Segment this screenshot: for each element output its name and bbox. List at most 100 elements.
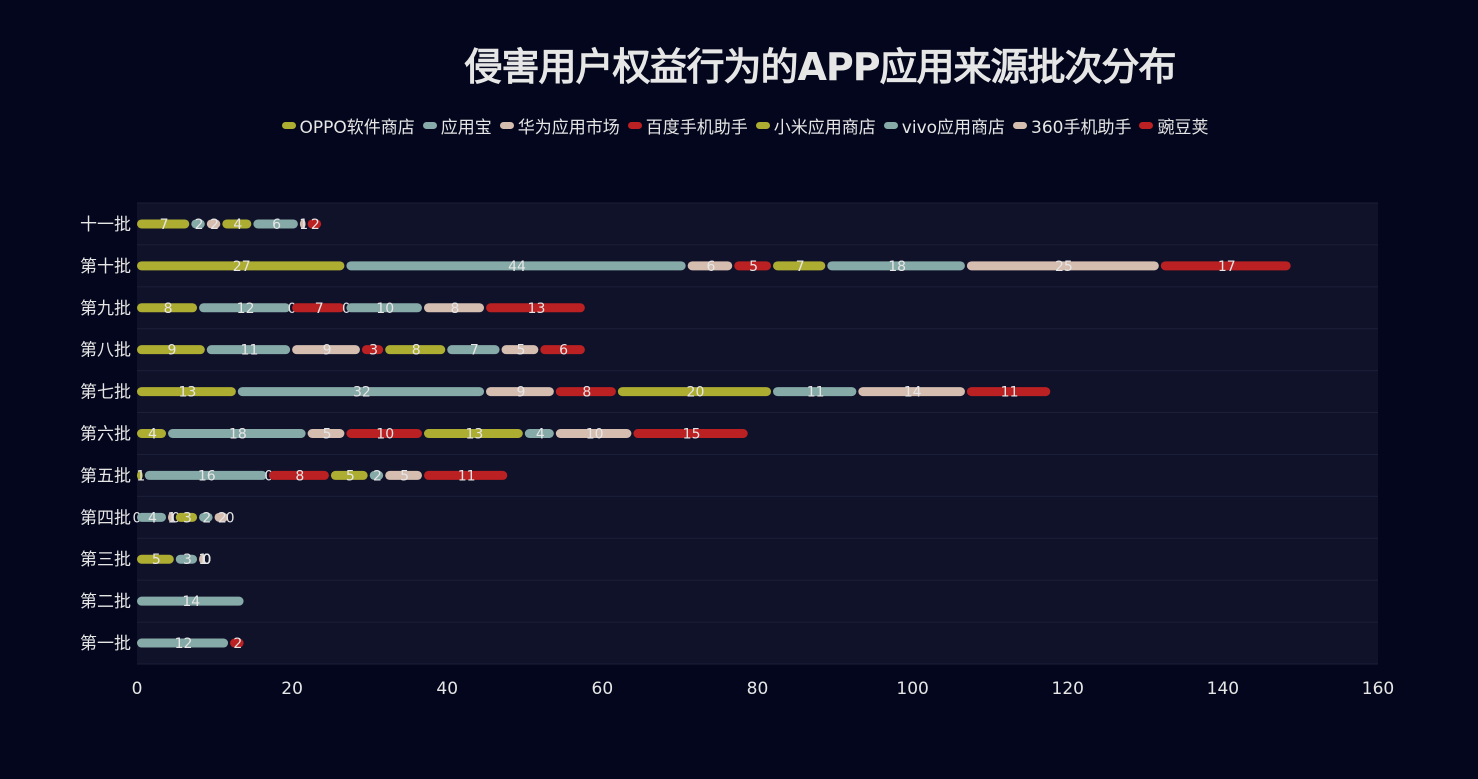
- data-label: 9: [323, 343, 332, 359]
- data-label: 27: [233, 259, 251, 275]
- data-label: 8: [295, 468, 304, 484]
- bar-segment: [230, 638, 244, 648]
- data-label: 10: [376, 301, 394, 317]
- bar-segment: [299, 219, 306, 229]
- legend[interactable]: OPPO软件商店 应用宝 华为应用市场 百度手机助手 小米应用商店 vivo应用商店 360…: [0, 113, 1478, 138]
- data-label: 5: [516, 343, 525, 359]
- data-label: 20: [687, 385, 705, 401]
- data-label: 14: [904, 385, 922, 401]
- data-label: 10: [376, 427, 394, 443]
- category-tick-label: 第七批: [80, 383, 131, 403]
- legend-item[interactable]: 小米应用商店: [755, 113, 876, 138]
- data-label: 2: [202, 510, 211, 526]
- category-tick-label: 第三批: [80, 550, 131, 570]
- data-label: 4: [536, 427, 545, 443]
- data-label: 2: [311, 217, 320, 233]
- data-label: 0: [133, 510, 142, 526]
- bar-segment: [253, 219, 298, 229]
- category-tick-label: 十一批: [80, 215, 131, 235]
- bar-segment: [555, 429, 632, 438]
- category-tick-label: 第四批: [80, 508, 131, 528]
- data-label: 18: [888, 259, 906, 275]
- data-label: 8: [451, 301, 460, 317]
- bar-segment: [361, 345, 384, 355]
- legend-item[interactable]: OPPO软件商店: [281, 113, 415, 138]
- legend-swatch: [627, 122, 642, 129]
- data-label: 7: [160, 217, 169, 233]
- data-label: 6: [272, 217, 281, 233]
- data-label: 8: [582, 385, 591, 401]
- bar-segment: [966, 387, 1051, 397]
- chart-title: 侵害用户权益行为的APP应用来源批次分布: [464, 45, 1176, 89]
- bar-segment: [540, 345, 585, 355]
- legend-item[interactable]: 百度手机助手: [627, 113, 748, 138]
- x-tick-label: 0: [132, 679, 143, 699]
- data-label: 0: [202, 552, 211, 568]
- data-label: 0: [288, 301, 297, 317]
- x-tick-label: 20: [281, 679, 303, 699]
- bar-segment: [555, 387, 616, 397]
- bar-segment: [966, 261, 1159, 271]
- legend-item[interactable]: 360手机助手: [1013, 113, 1131, 138]
- x-tick-label: 40: [436, 679, 458, 699]
- data-label: 11: [241, 343, 259, 359]
- data-label: 12: [175, 636, 193, 652]
- data-label: 1: [198, 552, 207, 568]
- data-label: 1: [299, 217, 308, 233]
- legend-item[interactable]: 华为应用市场: [499, 113, 620, 138]
- category-tick-label: 第一批: [80, 634, 131, 654]
- bar-segment: [633, 429, 748, 438]
- bar-segment: [137, 429, 167, 438]
- data-label: 1: [136, 468, 145, 484]
- bar-segment: [191, 219, 205, 229]
- bar-segment: [168, 512, 174, 522]
- legend-swatch: [281, 122, 296, 129]
- bar-segment: [206, 345, 291, 355]
- bar-segment: [307, 219, 322, 229]
- legend-swatch: [1013, 122, 1028, 129]
- legend-label: OPPO软件商店: [299, 118, 415, 138]
- data-label: 4: [233, 217, 242, 233]
- bar-segment: [486, 387, 554, 397]
- data-label: 0: [264, 468, 273, 484]
- bar-segment: [423, 470, 508, 480]
- legend-item[interactable]: 应用宝: [422, 113, 492, 138]
- data-label: 7: [470, 343, 479, 359]
- x-tick-label: 80: [747, 679, 769, 699]
- bar-segment: [524, 429, 554, 438]
- bar-segment: [137, 470, 143, 480]
- data-label: 4: [148, 427, 157, 443]
- data-label: 2: [218, 510, 227, 526]
- legend-swatch: [883, 122, 898, 129]
- category-tick-label: 第八批: [80, 341, 131, 361]
- bar-segment: [1160, 261, 1291, 271]
- legend-label: 应用宝: [440, 118, 492, 138]
- category-tick-label: 第六批: [80, 425, 131, 445]
- bar-segment: [199, 554, 205, 564]
- legend-item[interactable]: vivo应用商店: [883, 113, 1005, 138]
- legend-item[interactable]: 豌豆荚: [1139, 113, 1208, 138]
- bar-segment: [237, 387, 485, 397]
- data-label: 8: [412, 343, 421, 359]
- data-label: 1: [167, 510, 176, 526]
- bar-segment: [486, 303, 585, 313]
- x-tick-label: 100: [896, 679, 928, 699]
- bar-segment: [423, 303, 485, 313]
- legend-label: 小米应用商店: [773, 118, 876, 138]
- bar-segment: [617, 387, 772, 397]
- x-tick-label: 60: [592, 679, 614, 699]
- bar-segment: [137, 512, 167, 522]
- bar-segment: [206, 219, 221, 229]
- data-label: 5: [323, 427, 332, 443]
- data-label: 14: [182, 594, 200, 610]
- legend-label: 豌豆荚: [1157, 118, 1209, 138]
- bar-segment: [137, 638, 229, 648]
- data-label: 32: [353, 385, 371, 401]
- bar-segment: [292, 303, 345, 313]
- data-label: 16: [198, 468, 216, 484]
- bar-segment: [385, 470, 422, 480]
- bar-segment: [199, 303, 291, 313]
- bar-segment: [175, 512, 198, 522]
- bar-segment: [268, 470, 329, 480]
